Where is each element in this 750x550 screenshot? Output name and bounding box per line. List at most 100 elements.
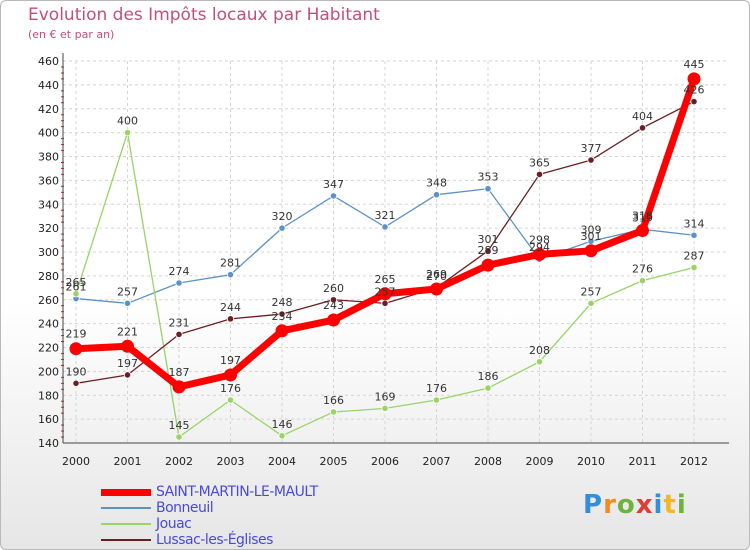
data-point: [690, 263, 698, 272]
data-point: [584, 244, 598, 258]
data-point: [638, 277, 647, 285]
data-label: 219: [66, 328, 87, 341]
x-tick-label: 2011: [629, 455, 657, 468]
y-tick-label: 400: [38, 127, 59, 140]
y-tick-label: 300: [38, 246, 59, 259]
data-point: [432, 396, 441, 404]
data-point: [327, 313, 340, 327]
legend-swatch: [101, 507, 151, 509]
data-label: 276: [632, 263, 653, 276]
data-label: 197: [220, 354, 241, 367]
data-label: 365: [529, 156, 550, 169]
x-tick-label: 2007: [423, 455, 451, 468]
data-label: 301: [581, 230, 602, 243]
legend-swatch: [101, 539, 151, 541]
data-point: [378, 287, 392, 301]
data-point: [636, 224, 649, 238]
data-point: [533, 247, 546, 261]
legend-label: Bonneuil: [156, 500, 214, 516]
data-label: 269: [426, 268, 447, 281]
data-label: 301: [478, 233, 499, 246]
data-label: 261: [66, 281, 87, 294]
chart-subtitle: (en € et par an): [28, 28, 115, 41]
y-tick-label: 160: [38, 413, 59, 426]
line-chart: 140 160 180 200 220 240 260 280 300 320 340 360 380 4…: [38, 53, 729, 468]
data-point: [329, 192, 338, 200]
data-point: [224, 368, 237, 382]
x-tick-label: 2001: [114, 455, 142, 468]
logo-letter: x: [635, 490, 654, 520]
x-tick-label: 2003: [217, 455, 245, 468]
x-tick-label: 2010: [577, 455, 605, 468]
data-point: [123, 371, 132, 379]
logo-letter: t: [663, 490, 677, 520]
data-label: 257: [581, 285, 602, 298]
data-label: 221: [117, 325, 138, 338]
data-point: [278, 432, 286, 440]
data-label: 257: [117, 285, 138, 298]
data-point: [432, 191, 441, 199]
proxiti-logo: Proxiti: [583, 490, 687, 520]
y-tick-label: 200: [38, 365, 59, 378]
data-label: 274: [169, 265, 190, 278]
data-point: [535, 358, 544, 366]
data-label: 445: [684, 58, 705, 71]
data-point: [587, 156, 595, 164]
data-point: [123, 129, 132, 137]
grid: [63, 60, 729, 444]
data-point: [638, 124, 647, 132]
legend-item: Jouac: [101, 516, 401, 532]
data-label: 426: [684, 84, 705, 97]
data-point: [329, 296, 338, 304]
y-tick-label: 320: [38, 222, 59, 235]
legend-item: Bonneuil: [101, 500, 401, 516]
legend-item: SAINT-MARTIN-LE-MAULT: [101, 484, 401, 500]
y-tick-label: 460: [38, 55, 59, 68]
data-label: 314: [684, 217, 705, 230]
data-point: [123, 299, 132, 307]
x-tick-label: 2012: [680, 455, 708, 468]
data-point: [72, 290, 80, 298]
data-label: 270: [426, 270, 447, 283]
data-point: [690, 231, 698, 239]
data-point: [381, 404, 389, 412]
logo-letter: i: [676, 490, 687, 520]
data-label: 208: [529, 344, 550, 357]
data-label: 353: [478, 171, 499, 184]
data-label: 348: [426, 177, 447, 190]
x-tick-labels: 2000 2001 2002 2003 2004 2005 2006 2007 2008 2009…: [62, 455, 708, 468]
data-label: 146: [272, 418, 293, 431]
data-point: [587, 299, 595, 307]
data-point: [72, 379, 80, 387]
data-point: [690, 97, 698, 106]
data-label: 231: [169, 316, 190, 329]
data-label: 169: [375, 390, 396, 403]
series-lines: [69, 72, 701, 441]
x-tick-label: 2002: [165, 455, 193, 468]
data-label: 186: [478, 370, 499, 383]
x-tick-label: 2004: [268, 455, 296, 468]
data-label: 377: [581, 142, 602, 155]
data-point: [430, 282, 443, 296]
data-point: [175, 433, 183, 441]
data-point: [687, 72, 701, 86]
y-tick-label: 380: [38, 151, 59, 164]
data-point: [69, 342, 83, 356]
y-tick-label: 260: [38, 294, 59, 307]
data-label: 294: [529, 241, 550, 254]
data-label: 243: [323, 299, 344, 312]
x-tick-label: 2000: [62, 455, 90, 468]
y-tick-label: 140: [38, 437, 59, 450]
logo-letter: r: [603, 490, 617, 520]
chart-title: Evolution des Impôts locaux par Habitant: [28, 5, 380, 25]
data-point: [226, 396, 235, 404]
data-label: 320: [272, 210, 293, 223]
legend-swatch: [101, 523, 151, 525]
data-label: 260: [323, 282, 344, 295]
data-point: [175, 330, 183, 338]
data-label: 404: [632, 110, 653, 123]
data-label: 176: [220, 382, 241, 395]
data-label: 234: [272, 310, 293, 323]
data-point: [275, 324, 289, 338]
